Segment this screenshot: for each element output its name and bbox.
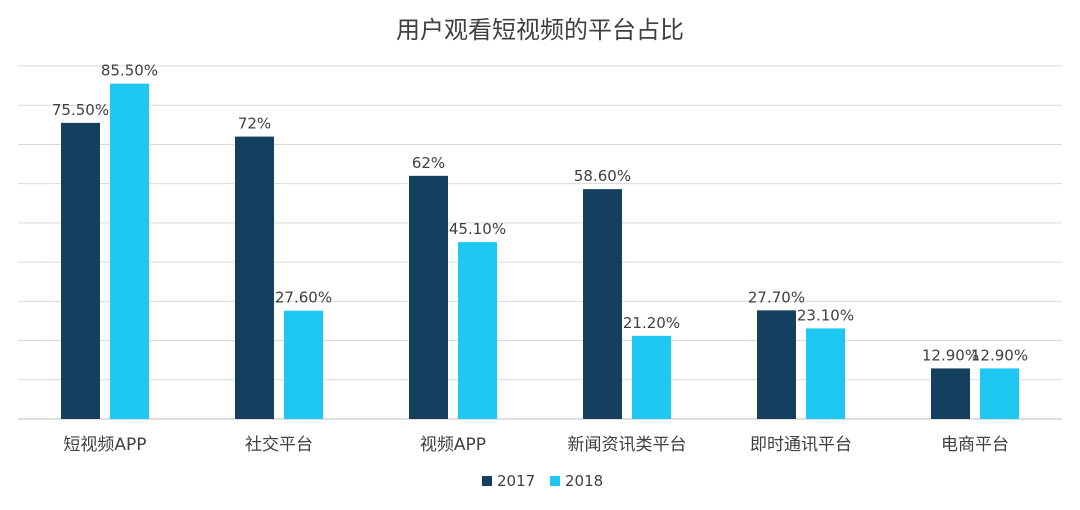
bar-2018-0 [110, 83, 149, 420]
data-label-2018-0: 85.50% [101, 62, 158, 80]
data-label-2018-1: 27.60% [275, 289, 332, 307]
bars [61, 83, 1019, 420]
category-labels: 短视频APP 社交平台 视频APP 新闻资讯类平台 即时通讯平台 电商平台 [63, 435, 1009, 455]
data-label-2017-5: 12.90% [922, 346, 979, 364]
legend-swatch-2018 [550, 476, 560, 486]
data-label-2018-3: 21.20% [623, 314, 680, 332]
bar-2018-5 [980, 368, 1019, 419]
bar-2017-4 [757, 310, 796, 419]
legend-swatch-2017 [482, 476, 492, 486]
legend: 2017 2018 [482, 472, 603, 490]
legend-label-2018: 2018 [565, 472, 603, 490]
gridlines [18, 65, 1062, 420]
data-label-2017-0: 75.50% [52, 101, 109, 119]
bar-2018-2 [458, 242, 497, 419]
category-label-5: 电商平台 [941, 435, 1009, 455]
data-label-2018-2: 45.10% [449, 220, 506, 238]
data-label-2017-1: 72% [238, 115, 271, 133]
data-label-2018-5: 12.90% [971, 346, 1028, 364]
data-label-2017-3: 58.60% [574, 167, 631, 185]
data-label-2017-2: 62% [412, 154, 445, 172]
bar-2018-4 [806, 328, 845, 419]
category-label-1: 社交平台 [245, 435, 313, 455]
data-labels: 75.50% 85.50% 72% 27.60% 62% 45.10% 58.60% 21.2… [52, 62, 1028, 365]
chart-title: 用户观看短视频的平台占比 [396, 16, 684, 44]
bar-2017-2 [409, 175, 448, 419]
legend-label-2017: 2017 [497, 472, 535, 490]
bar-2018-3 [632, 335, 671, 419]
bar-2017-1 [235, 136, 274, 419]
category-label-2: 视频APP [420, 435, 486, 455]
bar-2017-5 [931, 368, 970, 419]
category-label-4: 即时通讯平台 [750, 435, 852, 455]
bar-2017-0 [61, 122, 100, 419]
category-label-0: 短视频APP [63, 435, 146, 455]
bar-2018-1 [284, 310, 323, 419]
data-label-2018-4: 23.10% [797, 306, 854, 324]
bar-2017-3 [583, 189, 622, 419]
data-label-2017-4: 27.70% [748, 288, 805, 306]
category-label-3: 新闻资讯类平台 [568, 435, 687, 455]
